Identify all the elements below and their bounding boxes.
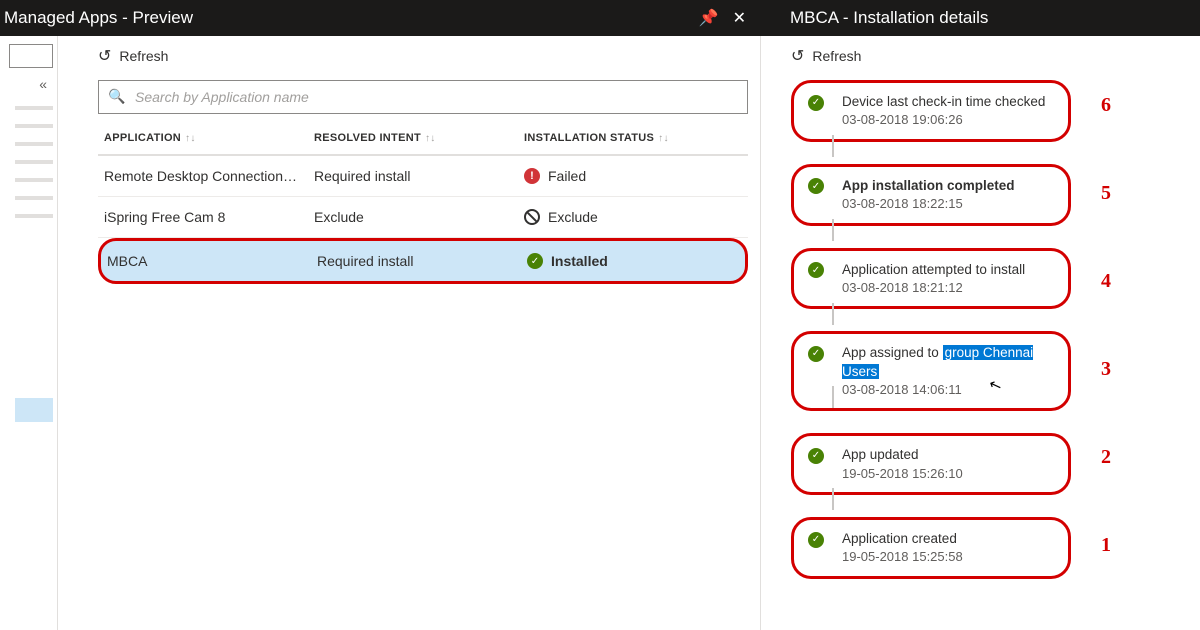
- cell-intent: Required install: [314, 168, 524, 184]
- timeline-title: App updated: [842, 446, 1054, 464]
- timeline-connector: [832, 488, 834, 510]
- timeline-connector: [832, 135, 834, 157]
- nav-stub-selected[interactable]: [15, 398, 53, 422]
- annotation-number: 3: [1101, 358, 1111, 381]
- success-icon: [808, 262, 824, 278]
- success-icon: [808, 448, 824, 464]
- right-panel-title: MBCA - Installation details: [790, 8, 988, 27]
- timeline-title: Application created: [842, 530, 1054, 548]
- nav-stub: [15, 196, 53, 200]
- timeline-title: App assigned to group Chennai Users: [842, 344, 1054, 380]
- timeline-item: App installation completed03-08-2018 18:…: [791, 164, 1071, 226]
- sort-icon[interactable]: ↑↓: [425, 133, 436, 144]
- timeline-title: App installation completed: [842, 177, 1054, 195]
- col-application[interactable]: APPLICATION: [104, 132, 181, 144]
- timeline-connector: [832, 219, 834, 241]
- table-row[interactable]: Remote Desktop Connection…Required insta…: [98, 156, 748, 197]
- timeline-item: Application created19-05-2018 15:25:58: [791, 517, 1071, 579]
- timeline-connector: [832, 303, 834, 325]
- title-bar: Managed Apps - Preview 📌 ✕ MBCA - Instal…: [0, 0, 1200, 36]
- table-header: APPLICATION ↑↓ RESOLVED INTENT ↑↓ INSTALLA…: [98, 122, 748, 156]
- nav-stub: [15, 178, 53, 182]
- refresh-icon: ↻: [791, 46, 804, 66]
- timeline-connector: [832, 386, 834, 408]
- timeline-item: Application attempted to install03-08-20…: [791, 248, 1071, 310]
- annotation-number: 2: [1101, 446, 1111, 469]
- collapse-icon[interactable]: «: [39, 76, 47, 92]
- pin-icon[interactable]: 📌: [699, 8, 719, 28]
- timeline-timestamp: 19-05-2018 15:25:58: [842, 548, 1054, 566]
- cell-app: iSpring Free Cam 8: [104, 209, 314, 225]
- installation-details-panel: ↻ Refresh Device last check-in time chec…: [760, 36, 1200, 630]
- nav-box[interactable]: [9, 44, 53, 68]
- timeline-timestamp: 03-08-2018 19:06:26: [842, 111, 1054, 129]
- left-nav: «: [0, 36, 58, 630]
- success-icon: [527, 253, 543, 269]
- cell-app: MBCA: [107, 253, 317, 269]
- success-icon: [808, 346, 824, 362]
- failed-icon: !: [524, 168, 540, 184]
- annotation-number: 5: [1101, 182, 1111, 205]
- cell-status: !Failed: [524, 168, 742, 184]
- search-input[interactable]: [98, 80, 748, 114]
- refresh-label: Refresh: [119, 48, 168, 64]
- nav-stub: [15, 160, 53, 164]
- cell-intent: Required install: [317, 253, 527, 269]
- nav-stub: [15, 106, 53, 110]
- timeline-timestamp: 03-08-2018 14:06:11: [842, 381, 1054, 399]
- timeline-item: App assigned to group Chennai Users03-08…: [791, 331, 1071, 411]
- timeline-timestamp: 03-08-2018 18:22:15: [842, 195, 1054, 213]
- success-icon: [808, 178, 824, 194]
- col-intent[interactable]: RESOLVED INTENT: [314, 132, 421, 144]
- table-row[interactable]: iSpring Free Cam 8ExcludeExclude: [98, 197, 748, 238]
- nav-stub: [15, 214, 53, 218]
- timeline-title: Device last check-in time checked: [842, 93, 1054, 111]
- cell-status: Exclude: [524, 209, 742, 225]
- search-icon: 🔍: [108, 88, 125, 105]
- nav-stub: [15, 124, 53, 128]
- cell-intent: Exclude: [314, 209, 524, 225]
- nav-stub: [15, 142, 53, 146]
- timeline-timestamp: 03-08-2018 18:21:12: [842, 279, 1054, 297]
- annotation-number: 6: [1101, 94, 1111, 117]
- timeline-timestamp: 19-05-2018 15:26:10: [842, 465, 1054, 483]
- sort-icon[interactable]: ↑↓: [658, 133, 669, 144]
- refresh-button[interactable]: ↻ Refresh: [791, 46, 1190, 66]
- sort-icon[interactable]: ↑↓: [185, 133, 196, 144]
- left-panel-title: Managed Apps - Preview: [4, 8, 699, 28]
- success-icon: [808, 532, 824, 548]
- col-status[interactable]: INSTALLATION STATUS: [524, 132, 654, 144]
- exclude-icon: [524, 209, 540, 225]
- managed-apps-panel: ↻ Refresh 🔍 APPLICATION ↑↓ RESOLVED INTEN…: [58, 36, 760, 630]
- timeline-item: Device last check-in time checked03-08-2…: [791, 80, 1071, 142]
- table-row[interactable]: MBCARequired installInstalled: [98, 238, 748, 284]
- annotation-number: 1: [1101, 534, 1111, 557]
- refresh-label: Refresh: [812, 48, 861, 64]
- close-icon[interactable]: ✕: [733, 8, 746, 28]
- cell-status: Installed: [527, 253, 739, 269]
- refresh-button[interactable]: ↻ Refresh: [98, 46, 748, 66]
- refresh-icon: ↻: [98, 46, 111, 66]
- success-icon: [808, 95, 824, 111]
- timeline-title: Application attempted to install: [842, 261, 1054, 279]
- cell-app: Remote Desktop Connection…: [104, 168, 314, 184]
- timeline-item: App updated19-05-2018 15:26:10: [791, 433, 1071, 495]
- annotation-number: 4: [1101, 270, 1111, 293]
